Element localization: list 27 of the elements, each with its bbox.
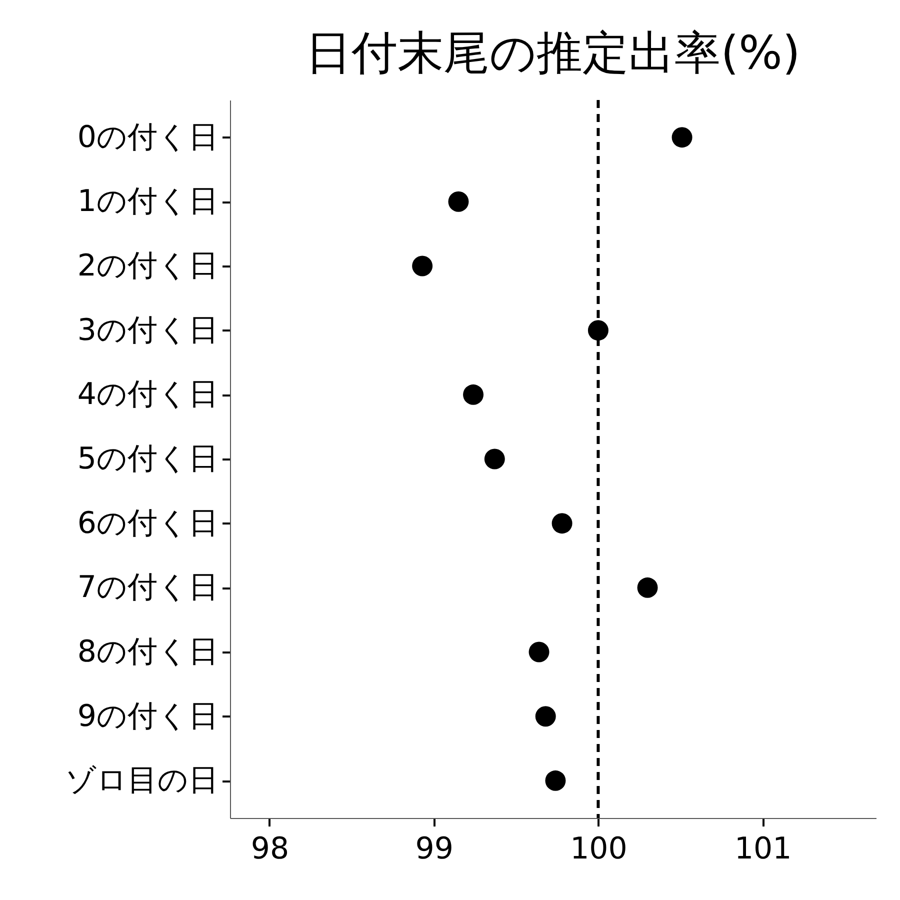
x-tick-label: 100 [570,832,628,866]
y-tick-label: 6の付く日 [77,506,218,541]
y-tick-label: 2の付く日 [77,248,218,284]
point [535,706,556,727]
point [463,384,484,405]
y-tick-label: 3の付く日 [77,312,218,348]
y-tick-label: 7の付く日 [77,570,218,606]
x-tick-label: 99 [415,832,454,866]
point [552,513,572,534]
x-tick-label: 98 [250,832,290,866]
y-tick-label: 5の付く日 [77,442,218,476]
point [672,127,692,148]
x-tick-label: 101 [734,832,792,866]
point [637,577,658,598]
y-tick-label: 4の付く日 [77,377,218,412]
y-tick-label: ゾロ目の日 [66,763,218,798]
chart-title: 日付末尾の推定出率(%) [306,26,800,80]
point [448,191,469,212]
y-tick-label: 9の付く日 [77,698,218,734]
y-tick-label: 0の付く日 [77,120,218,155]
point [528,642,550,662]
y-tick-label: 1の付く日 [77,184,218,220]
point [588,320,608,341]
point [412,256,433,276]
y-tick-label: 8の付く日 [77,634,218,670]
point [484,448,505,470]
point [545,770,566,791]
